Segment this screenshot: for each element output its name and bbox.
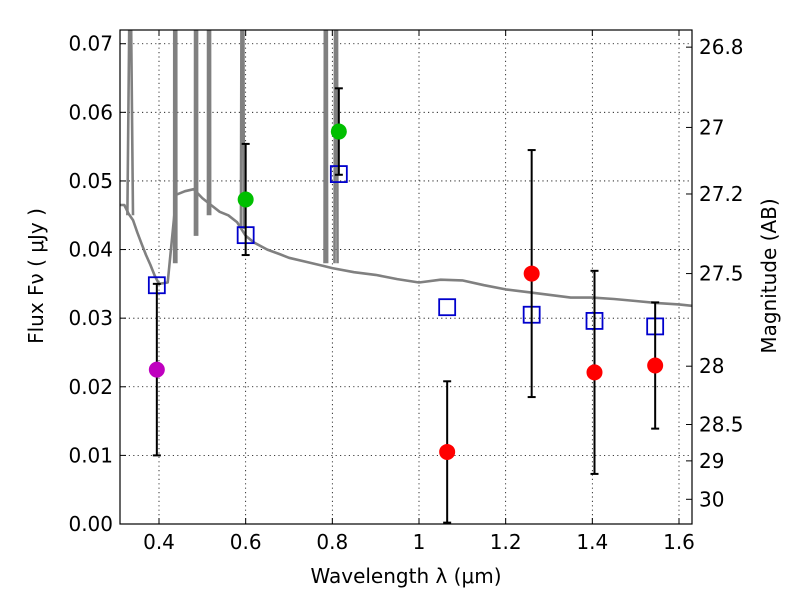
y-tick-label: 0.06	[68, 100, 113, 124]
spectrum-layer	[120, 30, 692, 308]
emission-line-spike	[206, 30, 212, 216]
y2-tick-label: 27.5	[699, 262, 744, 286]
plot-frame	[119, 29, 693, 525]
y-tick-label: 0.02	[68, 375, 113, 399]
y-tick-label: 0.01	[68, 443, 113, 467]
y-tick-label: 0.04	[68, 238, 113, 262]
x-tick-label: 1.6	[663, 530, 695, 554]
y2-tick-label: 30	[699, 487, 724, 511]
y2-tick-label: 27.2	[699, 182, 744, 206]
observed-point	[237, 191, 254, 208]
y2-tick-label: 26.8	[699, 35, 744, 59]
y-tick-label: 0.03	[68, 306, 113, 330]
y2-tick-label: 29	[699, 449, 724, 473]
model-square-marker	[438, 298, 457, 317]
x-tick-label: 0.8	[316, 530, 348, 554]
emission-line-spike	[239, 30, 246, 229]
emission-line-spike	[126, 30, 135, 216]
emission-line-spike	[323, 30, 329, 264]
x-tick-label: 1.4	[576, 530, 608, 554]
y2-tick-label: 28.5	[699, 413, 744, 437]
observed-point	[586, 364, 603, 381]
observed-point	[647, 357, 664, 374]
ticks-layer: 0.4 0.6 0.8 1 1.2 1.4 1.6 0.00 0.01 0.02 0.03 0.04 0…	[68, 30, 744, 554]
spectrum-line	[120, 187, 692, 308]
x-tick-label: 1.2	[490, 530, 522, 554]
observed-point	[148, 361, 165, 378]
y2-tick-label: 27	[699, 115, 724, 139]
y-tick-label: 0.07	[68, 32, 113, 56]
points-layer	[147, 87, 665, 524]
x-tick-label: 0.4	[143, 530, 175, 554]
x-axis-label: Wavelength λ (μm)	[310, 564, 501, 588]
x-tick-label: 0.6	[230, 530, 262, 554]
emission-line-spike	[333, 30, 339, 264]
observed-point	[523, 265, 540, 282]
y-tick-label: 0.05	[68, 169, 113, 193]
grid-layer	[120, 30, 692, 525]
observed-point	[330, 123, 347, 140]
x-tick-label: 1	[413, 530, 426, 554]
observed-point	[439, 443, 456, 460]
y2-axis-label: Magnitude (AB)	[757, 198, 781, 353]
y-tick-label: 0.00	[68, 512, 113, 536]
emission-line-spike	[172, 30, 178, 264]
y-axis-label: Flux Fν ( μJy )	[24, 208, 48, 344]
y2-tick-label: 28	[699, 354, 724, 378]
emission-line-spike	[193, 30, 199, 236]
